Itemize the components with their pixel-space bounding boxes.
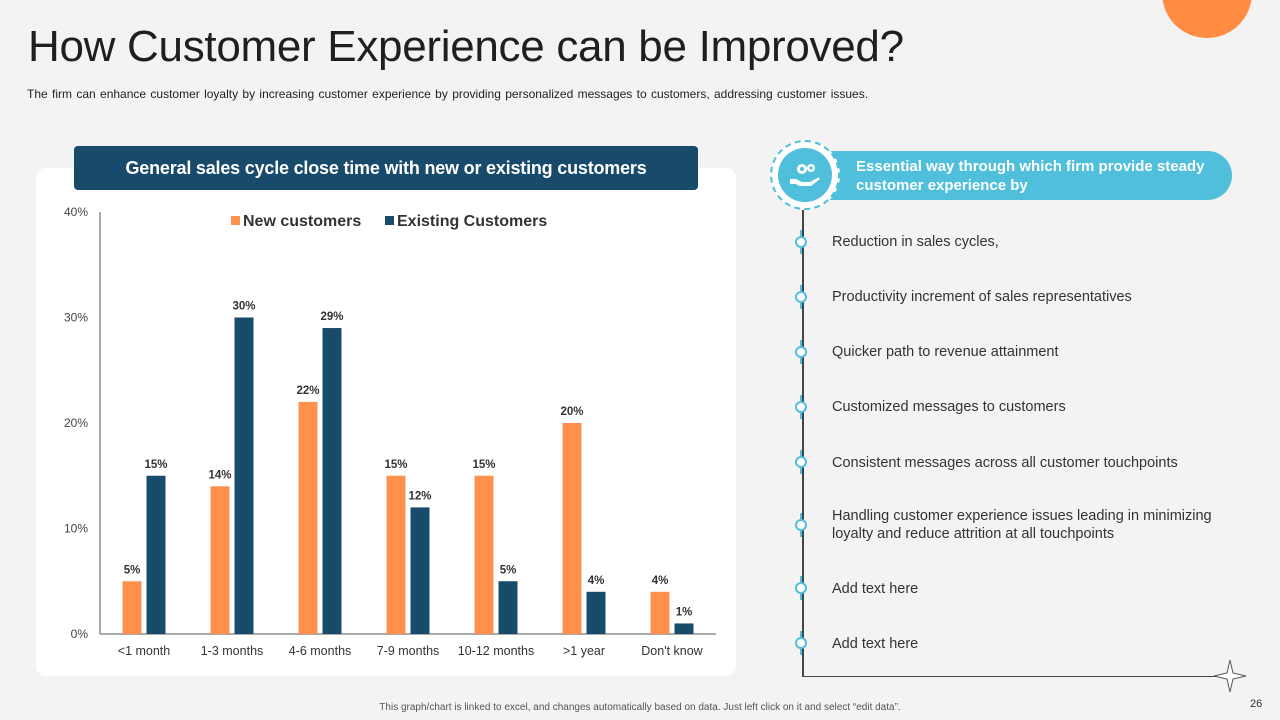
timeline-node-2 — [795, 285, 807, 309]
list-item-5: Consistent messages across all customer … — [832, 455, 1178, 471]
sparkle-icon — [1213, 659, 1247, 693]
decorative-circle — [1162, 0, 1252, 38]
list-item-6: Handling customer experience issues lead… — [832, 508, 1212, 542]
page-title: How Customer Experience can be Improved? — [28, 22, 904, 71]
timeline-node-4 — [795, 395, 807, 419]
list-item-2: Productivity increment of sales represen… — [832, 289, 1132, 305]
list-item-7: Add text here — [832, 581, 919, 597]
timeline-baseline — [802, 676, 1222, 677]
right-panel-header-text: Essential way through which firm provide… — [856, 158, 1205, 194]
timeline-node-1 — [795, 230, 807, 254]
timeline-node-8 — [795, 631, 807, 655]
hand-gears-icon — [778, 148, 832, 202]
page-number: 26 — [1250, 698, 1263, 710]
timeline-node-6 — [795, 513, 807, 537]
list-item-4: Customized messages to customers — [832, 399, 1066, 415]
timeline-node-7 — [795, 576, 807, 600]
footer-note: This graph/chart is linked to excel, and… — [379, 702, 901, 713]
timeline-node-5 — [795, 450, 807, 474]
list-item-8: Add text here — [832, 636, 919, 652]
timeline-line — [802, 210, 804, 676]
chart-card — [36, 168, 736, 676]
page-subtitle: The firm can enhance customer loyalty by… — [27, 87, 869, 101]
list-item-3: Quicker path to revenue attainment — [832, 344, 1059, 360]
chart-title: General sales cycle close time with new … — [74, 146, 698, 190]
right-panel-header — [804, 151, 1232, 200]
timeline-node-3 — [795, 340, 807, 364]
list-item-1: Reduction in sales cycles, — [832, 234, 999, 250]
